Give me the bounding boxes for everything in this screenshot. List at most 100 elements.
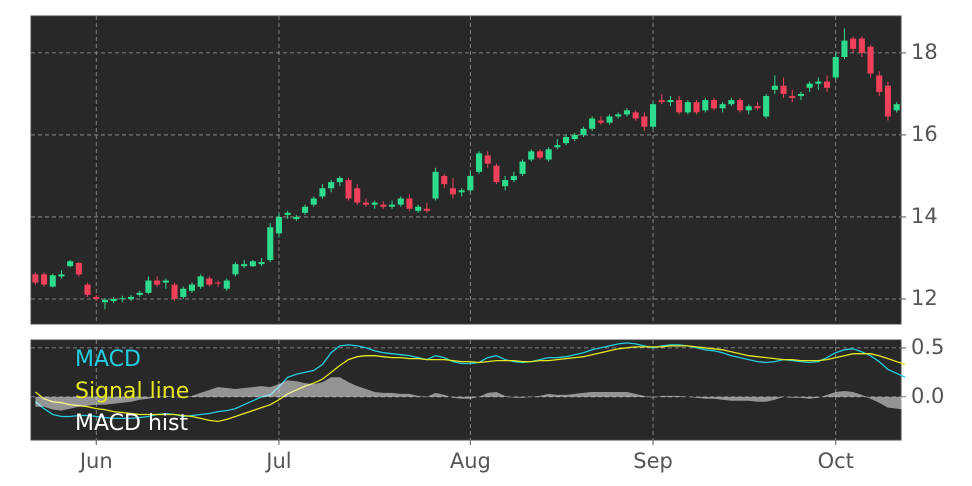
- candle-body: [467, 175, 474, 191]
- candle-body: [623, 110, 630, 115]
- candle-body: [380, 204, 387, 207]
- line-series: [34, 342, 906, 420]
- x-tick-label: Jul: [264, 449, 291, 473]
- candle-body: [658, 100, 665, 103]
- candle-body: [354, 188, 361, 203]
- candle-body: [824, 81, 831, 88]
- hist-area: [35, 377, 906, 411]
- candle-body: [145, 280, 152, 293]
- candle-body: [49, 275, 56, 287]
- candle-body: [93, 296, 100, 299]
- candle-body: [119, 298, 126, 300]
- candle-body: [319, 188, 326, 197]
- candle-body: [815, 81, 822, 84]
- candle-body: [632, 112, 639, 119]
- candle-body: [554, 145, 561, 148]
- candle-body: [258, 262, 265, 265]
- candle-body: [589, 118, 596, 129]
- candle-body: [389, 204, 396, 207]
- y-tick-label: 0.5: [911, 335, 944, 359]
- candle-body: [502, 180, 509, 187]
- candle-body: [484, 155, 491, 164]
- candle-body: [763, 95, 770, 117]
- candle-body: [284, 212, 291, 215]
- candle-body: [362, 202, 369, 205]
- candle-body: [275, 216, 282, 234]
- candle-body: [832, 57, 839, 78]
- candle-body: [241, 264, 248, 267]
- candle-body: [580, 128, 587, 135]
- candle-body: [406, 198, 413, 209]
- candle-body: [267, 227, 274, 261]
- candle-body: [101, 299, 108, 303]
- candle-body: [41, 274, 48, 285]
- candle-body: [641, 116, 648, 127]
- candle-body: [615, 114, 622, 117]
- candle-body: [293, 216, 300, 220]
- candle-body: [684, 102, 691, 113]
- candle-body: [458, 190, 465, 193]
- x-tick-label: Sep: [633, 449, 673, 473]
- candle-body: [249, 261, 256, 267]
- candle-body: [197, 276, 204, 287]
- y-tick-label: 0.0: [911, 384, 944, 408]
- candle-body: [432, 171, 439, 199]
- candle-body: [850, 38, 857, 49]
- candle-body: [84, 284, 91, 295]
- candle-body: [128, 296, 135, 299]
- candle-body: [493, 165, 500, 183]
- candle-body: [345, 180, 352, 199]
- candle-body: [702, 100, 709, 111]
- candle-body: [232, 264, 239, 275]
- y-tick-label: 14: [911, 204, 938, 228]
- candle-body: [180, 288, 187, 297]
- candle-body: [519, 161, 526, 174]
- candle-body: [650, 104, 657, 127]
- y-tick-label: 16: [911, 122, 938, 146]
- candle-body: [719, 104, 726, 109]
- plot-area: [30, 15, 902, 325]
- candle-body: [415, 206, 422, 211]
- candle-body: [797, 93, 804, 96]
- candle-body: [302, 206, 309, 213]
- candle-body: [771, 85, 778, 90]
- candle-body: [328, 182, 335, 189]
- x-tick-label: Oct: [818, 449, 854, 473]
- candle-body: [188, 284, 195, 291]
- candle-body: [136, 292, 143, 295]
- candle-body: [171, 284, 178, 299]
- candle-body: [75, 262, 82, 275]
- candle-body: [841, 40, 848, 58]
- candle-body: [32, 274, 39, 283]
- y-tick-label: 18: [911, 40, 938, 64]
- candle-body: [536, 151, 543, 158]
- candle-body: [780, 85, 787, 94]
- candle-body: [867, 46, 874, 74]
- line-series: [34, 345, 906, 423]
- candle-body: [336, 177, 343, 183]
- candle-body: [858, 38, 865, 53]
- candle-body: [154, 280, 161, 285]
- candle-body: [310, 198, 317, 205]
- candle-body: [563, 136, 570, 144]
- candle-body: [223, 280, 230, 289]
- candle-body: [693, 102, 700, 113]
- candle-body: [528, 151, 535, 160]
- candle-body: [728, 100, 735, 105]
- candle-body: [162, 280, 169, 283]
- candle-body: [876, 75, 883, 92]
- candle-body: [676, 100, 683, 113]
- legend-label: Signal line: [75, 379, 189, 404]
- candle-body: [606, 116, 613, 123]
- candle-body: [571, 134, 578, 140]
- candle-body: [67, 261, 74, 267]
- candle-body: [754, 106, 761, 109]
- candle-body: [423, 208, 430, 211]
- candle-body: [397, 198, 404, 205]
- candle-body: [510, 175, 517, 181]
- candle-body: [884, 85, 891, 117]
- candle-body: [893, 104, 900, 111]
- candle-body: [449, 188, 456, 195]
- legend-label: MACD hist: [75, 411, 188, 436]
